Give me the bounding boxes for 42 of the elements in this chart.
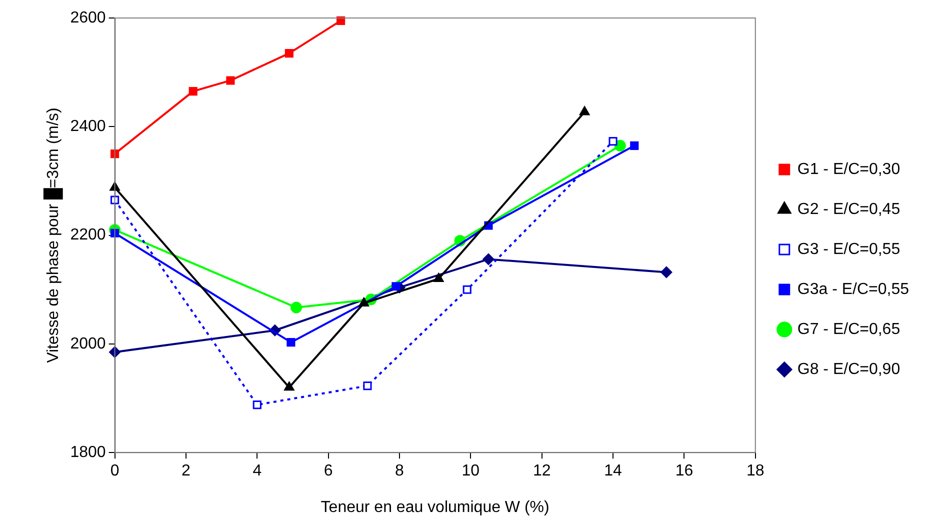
y-tick-label: 2400 — [70, 118, 106, 136]
y-tick-label: 1800 — [70, 444, 106, 462]
point — [284, 382, 294, 391]
y-tick-label: 2200 — [70, 226, 106, 244]
point — [252, 400, 262, 410]
y-axis-title: Vitesse de phase pour █=3cm (m/s) — [43, 108, 64, 363]
x-tick-label: 0 — [110, 462, 120, 480]
legend-label: G1 - E/C=0,30 — [797, 160, 900, 178]
point — [579, 106, 590, 116]
point — [608, 137, 618, 146]
x-tick-label: 8 — [395, 462, 404, 480]
point — [188, 87, 198, 96]
point — [363, 381, 372, 390]
x-tick-label: 16 — [675, 462, 694, 480]
legend-label: G7 - E/C=0,65 — [797, 320, 900, 338]
x-axis-title: Teneur en eau volumique W (%) — [320, 498, 550, 516]
y-tick-label: 2000 — [70, 335, 106, 352]
x-tick-label: 6 — [324, 462, 333, 480]
x-tick-label: 4 — [252, 462, 262, 480]
legend-label: G3 - E/C=0,55 — [797, 240, 900, 258]
point — [630, 141, 639, 150]
x-tick-label: 14 — [604, 462, 622, 480]
point — [392, 282, 400, 291]
point — [290, 302, 302, 314]
x-tick-label: 12 — [532, 462, 551, 480]
x-tick-label: 2 — [182, 462, 191, 480]
point — [660, 266, 672, 278]
legend-label: G3a - E/C=0,55 — [797, 280, 910, 298]
y-tick-label: 2600 — [70, 9, 106, 26]
legend-label: G2 - E/C=0,45 — [797, 200, 900, 218]
point — [110, 196, 120, 204]
point — [286, 338, 296, 347]
x-tick-label: 10 — [462, 462, 480, 480]
point — [434, 273, 444, 282]
point — [226, 76, 235, 85]
x-tick-label: 18 — [746, 462, 764, 480]
point — [358, 297, 369, 306]
point — [462, 285, 472, 294]
legend-label: G8 - E/C=0,90 — [797, 360, 900, 378]
point — [482, 253, 494, 265]
point — [284, 49, 294, 58]
point — [614, 140, 626, 152]
